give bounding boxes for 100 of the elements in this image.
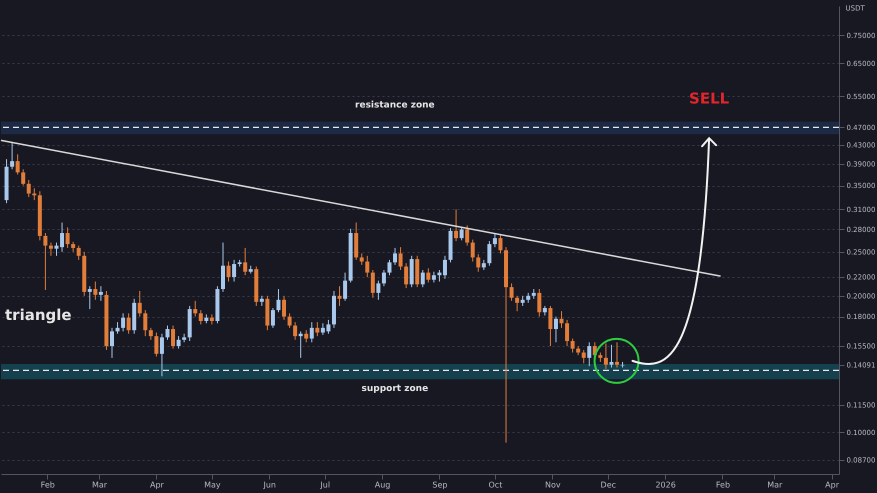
- candlestick: [615, 342, 620, 368]
- candlestick: [420, 269, 425, 288]
- candlestick: [565, 319, 570, 347]
- candlestick: [570, 338, 575, 354]
- x-tick-label: Feb: [40, 480, 55, 490]
- candlestick: [43, 232, 48, 290]
- x-tick-label: Apr: [150, 480, 165, 490]
- x-tick-label: Oct: [488, 480, 502, 490]
- candlestick: [21, 168, 26, 186]
- candlestick: [110, 327, 114, 358]
- candlestick: [548, 305, 552, 347]
- candlestick: [121, 312, 126, 332]
- candlestick: [498, 234, 502, 254]
- candlestick: [10, 142, 14, 170]
- candlestick: [32, 188, 36, 201]
- candlestick: [315, 322, 320, 337]
- candlestick: [198, 310, 203, 325]
- candlestick: [148, 327, 153, 340]
- candlestick: [16, 154, 20, 176]
- candlestick: [298, 330, 303, 358]
- candlestick: [76, 245, 81, 260]
- candlestick: [232, 259, 236, 282]
- candlestick: [465, 224, 470, 246]
- candlestick: [93, 281, 98, 300]
- candlestick: [515, 295, 520, 312]
- candlestick: [171, 325, 176, 350]
- x-tick-label: Jul: [319, 480, 330, 490]
- candlestick: [542, 305, 547, 316]
- candlestick: [48, 242, 53, 256]
- candlestick: [376, 280, 380, 300]
- candlestick: [276, 288, 280, 313]
- candlestick: [393, 247, 398, 266]
- candlestick: [492, 232, 497, 248]
- candlestick: [210, 314, 214, 325]
- x-tick-label: Mar: [92, 480, 108, 490]
- candlestick: [138, 290, 142, 318]
- candlestick: [476, 254, 480, 272]
- candlestick: [176, 336, 181, 350]
- x-tick-label: Sep: [432, 480, 448, 490]
- candlestick: [282, 295, 286, 320]
- candlestick: [609, 344, 614, 368]
- annotation: SELL: [689, 90, 730, 108]
- candlestick: [598, 352, 602, 362]
- annotation: triangle: [5, 306, 72, 324]
- candlestick: [66, 226, 70, 248]
- x-tick-label: Aug: [374, 480, 390, 490]
- candlestick: [487, 240, 492, 266]
- candlestick: [160, 333, 164, 377]
- candlestick: [370, 269, 375, 298]
- candlestick: [126, 312, 131, 334]
- candlestick: [582, 349, 586, 364]
- candlestick: [460, 226, 464, 241]
- candlestick: [454, 208, 458, 242]
- candlestick: [165, 325, 170, 340]
- candlestick: [470, 239, 475, 262]
- candlestick: [343, 272, 348, 302]
- candlestick: [398, 246, 403, 270]
- candlestick: [154, 332, 158, 358]
- candlestick: [520, 295, 525, 306]
- candlestick: [304, 330, 308, 343]
- x-tick-label: Apr: [825, 480, 840, 490]
- candlestick: [338, 286, 342, 306]
- candlestick: [382, 269, 386, 287]
- candlestick: [510, 282, 514, 302]
- candlestick: [482, 259, 486, 270]
- candlestick: [71, 241, 76, 252]
- candlestick: [193, 300, 198, 318]
- candlestick: [143, 310, 148, 337]
- candlestick: [587, 342, 592, 367]
- candlestick: [293, 322, 298, 340]
- candlestick: [226, 261, 231, 282]
- candlestick: [288, 312, 292, 328]
- candlestick: [576, 346, 580, 356]
- x-tick-label: Jun: [262, 480, 276, 490]
- candlestick: [604, 343, 608, 370]
- candlestick: [432, 271, 436, 283]
- candlestick: [404, 262, 408, 289]
- candlestick: [365, 255, 370, 278]
- x-tick-label: Nov: [544, 480, 561, 490]
- candlestick: [554, 316, 558, 343]
- candlestick: [426, 268, 430, 283]
- candlestick: [243, 247, 248, 276]
- candlestick: [88, 286, 92, 310]
- candlestick: [526, 292, 530, 304]
- candlestick: [532, 288, 536, 300]
- candlestick: [116, 322, 120, 334]
- candlestick: [260, 295, 264, 306]
- x-tick-label: Feb: [716, 480, 730, 490]
- x-tick-label: Dec: [600, 480, 616, 490]
- candlestick: [537, 288, 542, 318]
- candlestick: [98, 286, 103, 302]
- candlestick: [220, 242, 225, 292]
- x-tick-label: 2026: [655, 480, 676, 490]
- candlestick: [310, 322, 314, 343]
- candlestick: [387, 259, 392, 276]
- candlestick: [270, 308, 275, 328]
- annotation: support zone: [362, 384, 428, 394]
- candlestick: [560, 310, 564, 328]
- candlestick: [26, 179, 31, 198]
- annotation: resistance zone: [355, 100, 435, 111]
